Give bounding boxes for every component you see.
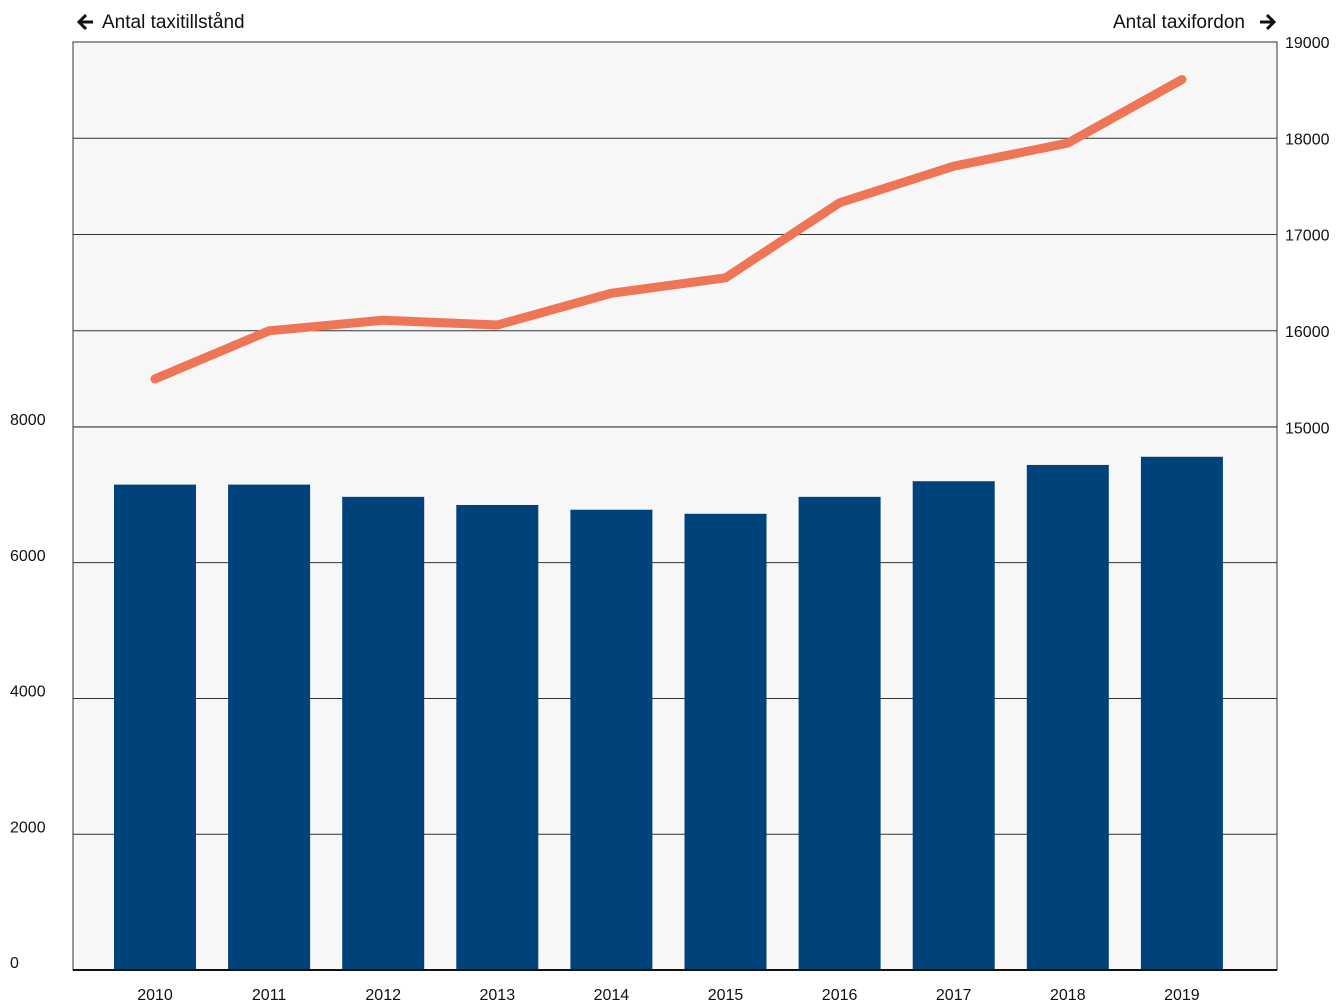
y2-tick-label: 16000 xyxy=(1285,324,1330,341)
bar xyxy=(1026,464,1109,970)
bar xyxy=(228,484,311,970)
x-tick-label: 2014 xyxy=(594,987,630,1004)
x-tick-label: 2013 xyxy=(480,987,516,1004)
bar xyxy=(1140,456,1223,971)
y-axis-title: Antal taxitillstånd xyxy=(102,12,245,33)
bar xyxy=(342,496,425,970)
x-tick-label: 2011 xyxy=(252,987,287,1004)
y-tick-label: 0 xyxy=(10,955,19,972)
x-tick-label: 2017 xyxy=(936,987,972,1004)
bar xyxy=(456,504,539,970)
y-tick-label: 6000 xyxy=(10,548,46,565)
bar xyxy=(114,484,196,970)
y-tick-label: 2000 xyxy=(10,819,46,836)
left-arrow xyxy=(76,13,93,31)
y2-axis-title: Antal taxifordon xyxy=(1113,12,1245,33)
y2-tick-label: 18000 xyxy=(1285,131,1330,148)
x-tick-label: 2018 xyxy=(1050,987,1086,1004)
right-arrow xyxy=(1260,13,1277,31)
bar xyxy=(570,509,653,970)
y-tick-label: 4000 xyxy=(10,684,46,701)
bar xyxy=(798,496,881,970)
x-tick-label: 2016 xyxy=(822,987,858,1004)
x-tick-label: 2019 xyxy=(1164,987,1200,1004)
bar xyxy=(912,481,995,970)
y2-tick-label: 17000 xyxy=(1285,228,1330,245)
y2-tick-label: 19000 xyxy=(1285,35,1330,52)
x-tick-label: 2012 xyxy=(365,987,401,1004)
y-tick-label: 8000 xyxy=(10,412,46,429)
line xyxy=(150,75,1187,384)
y2-tick-label: 15000 xyxy=(1285,420,1330,437)
x-tick-label: 2010 xyxy=(137,987,173,1004)
bar xyxy=(684,513,767,970)
x-tick-label: 2015 xyxy=(708,987,744,1004)
